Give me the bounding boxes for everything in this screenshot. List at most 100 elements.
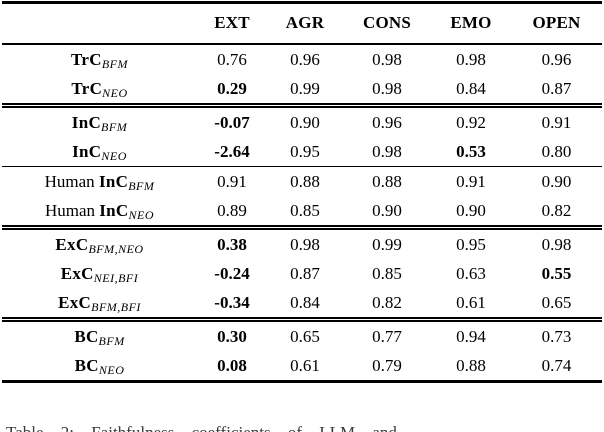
cell-ext: -0.24 xyxy=(214,263,250,283)
cell-emo: 0.98 xyxy=(456,49,486,69)
row-label-name: ExC xyxy=(60,263,94,283)
row-label: ExCBFM,NEO xyxy=(2,228,197,260)
group-trc: TrCBFM 0.76 0.96 0.98 0.98 0.96 TrCNEO 0… xyxy=(2,44,602,106)
cell-ext: -0.07 xyxy=(214,112,250,132)
row-label-name: InC xyxy=(99,200,129,220)
row-label-subscript: NEO xyxy=(101,148,127,163)
table-row: InCNEO -2.64 0.95 0.98 0.53 0.80 xyxy=(2,137,602,167)
cell-open: 0.98 xyxy=(541,234,572,254)
column-header-open: OPEN xyxy=(532,13,581,32)
cell-ext: 0.76 xyxy=(217,49,247,69)
row-label: ExCNEI,BFI xyxy=(2,259,197,288)
table-row: ExCBFM,BFI -0.34 0.84 0.82 0.61 0.65 xyxy=(2,288,602,320)
table-header: EXT AGR CONS EMO OPEN xyxy=(2,3,602,45)
table-row: Human InCNEO 0.89 0.85 0.90 0.90 0.82 xyxy=(2,196,602,228)
cell-agr: 0.98 xyxy=(290,234,320,254)
header-row: EXT AGR CONS EMO OPEN xyxy=(2,3,602,45)
column-header-ext: EXT xyxy=(214,13,250,32)
cell-ext: -0.34 xyxy=(214,292,250,312)
row-label-subscript: NEO xyxy=(102,85,128,100)
table-row: ExCNEI,BFI -0.24 0.87 0.85 0.63 0.55 xyxy=(2,259,602,288)
row-label-name: InC xyxy=(98,171,129,191)
row-label-name: ExC xyxy=(58,292,92,312)
row-label-subscript: BFM,BFI xyxy=(91,299,141,314)
cell-emo: 0.92 xyxy=(456,112,486,132)
cell-agr: 0.65 xyxy=(290,326,320,346)
row-label: ExCBFM,BFI xyxy=(2,288,197,320)
cell-emo: 0.61 xyxy=(456,292,486,312)
cell-cons: 0.82 xyxy=(372,292,402,312)
cell-agr: 0.96 xyxy=(290,49,320,69)
row-label-subscript: NEO xyxy=(98,362,125,377)
row-label: Human InCNEO xyxy=(2,196,197,228)
cell-emo: 0.53 xyxy=(456,141,486,161)
cell-ext: 0.30 xyxy=(217,326,247,346)
cell-cons: 0.88 xyxy=(372,171,402,191)
cell-agr: 0.84 xyxy=(290,292,320,312)
table-row: BCBFM 0.30 0.65 0.77 0.94 0.73 xyxy=(2,320,602,352)
cell-ext: 0.38 xyxy=(217,234,247,254)
table-row: TrCNEO 0.29 0.99 0.98 0.84 0.87 xyxy=(2,74,602,106)
row-label: Human InCBFM xyxy=(2,167,197,197)
group-exc: ExCBFM,NEO 0.38 0.98 0.99 0.95 0.98 ExCN… xyxy=(2,228,602,320)
cell-open: 0.65 xyxy=(541,292,572,312)
cell-cons: 0.98 xyxy=(372,78,402,98)
column-header-agr: AGR xyxy=(285,13,325,32)
cell-open: 0.90 xyxy=(541,171,572,191)
cell-ext: 0.91 xyxy=(217,171,247,191)
cell-cons: 0.79 xyxy=(372,355,402,375)
cell-open: 0.91 xyxy=(541,112,572,132)
cell-open: 0.82 xyxy=(541,200,572,220)
row-label: InCBFM xyxy=(2,106,197,138)
cell-agr: 0.88 xyxy=(290,171,320,191)
row-label-name: InC xyxy=(72,141,102,161)
row-label-name: BC xyxy=(74,326,99,346)
cell-agr: 0.85 xyxy=(290,200,320,220)
row-label-name: ExC xyxy=(55,234,89,254)
cell-agr: 0.99 xyxy=(290,78,320,98)
cell-agr: 0.87 xyxy=(290,263,320,283)
header-empty-cell xyxy=(2,3,197,45)
table-row: InCBFM -0.07 0.90 0.96 0.92 0.91 xyxy=(2,106,602,138)
cell-agr: 0.95 xyxy=(290,141,320,161)
cell-emo: 0.94 xyxy=(456,326,486,346)
cell-open: 0.87 xyxy=(541,78,572,98)
row-label-prefix: Human xyxy=(44,171,99,191)
row-label: BCNEO xyxy=(2,351,197,382)
row-label-subscript: NEO xyxy=(128,207,155,222)
group-human-inc: Human InCBFM 0.91 0.88 0.88 0.91 0.90 Hu… xyxy=(2,167,602,228)
row-label-name: BC xyxy=(74,355,99,375)
table-row: ExCBFM,NEO 0.38 0.98 0.99 0.95 0.98 xyxy=(2,228,602,260)
cell-open: 0.73 xyxy=(541,326,572,346)
cell-ext: 0.29 xyxy=(217,78,247,98)
cell-cons: 0.85 xyxy=(372,263,402,283)
cell-cons: 0.96 xyxy=(372,112,402,132)
cell-emo: 0.63 xyxy=(456,263,486,283)
row-label-name: TrC xyxy=(71,78,103,98)
cell-ext: 0.08 xyxy=(217,355,247,375)
row-label-subscript: BFM xyxy=(128,178,155,193)
group-inc: InCBFM -0.07 0.90 0.96 0.92 0.91 InCNEO … xyxy=(2,106,602,167)
row-label-subscript: BFM xyxy=(98,333,125,348)
cell-ext: 0.89 xyxy=(217,200,247,220)
cell-open: 0.55 xyxy=(541,263,572,283)
group-bc: BCBFM 0.30 0.65 0.77 0.94 0.73 BCNEO 0.0… xyxy=(2,320,602,382)
cell-agr: 0.90 xyxy=(290,112,320,132)
cell-ext: -2.64 xyxy=(214,141,250,161)
row-label-subscript: BFM,NEO xyxy=(88,241,144,256)
cell-agr: 0.61 xyxy=(290,355,320,375)
cell-emo: 0.95 xyxy=(456,234,486,254)
row-label: InCNEO xyxy=(2,137,197,167)
table-row: BCNEO 0.08 0.61 0.79 0.88 0.74 xyxy=(2,351,602,382)
table-row: TrCBFM 0.76 0.96 0.98 0.98 0.96 xyxy=(2,44,602,74)
cell-emo: 0.90 xyxy=(456,200,486,220)
cell-cons: 0.98 xyxy=(372,141,402,161)
table-row: Human InCBFM 0.91 0.88 0.88 0.91 0.90 xyxy=(2,167,602,197)
row-label-name: TrC xyxy=(71,49,102,69)
cell-cons: 0.77 xyxy=(372,326,402,346)
row-label: BCBFM xyxy=(2,320,197,352)
cell-cons: 0.98 xyxy=(372,49,402,69)
row-label: TrCNEO xyxy=(2,74,197,106)
cell-open: 0.96 xyxy=(541,49,572,69)
